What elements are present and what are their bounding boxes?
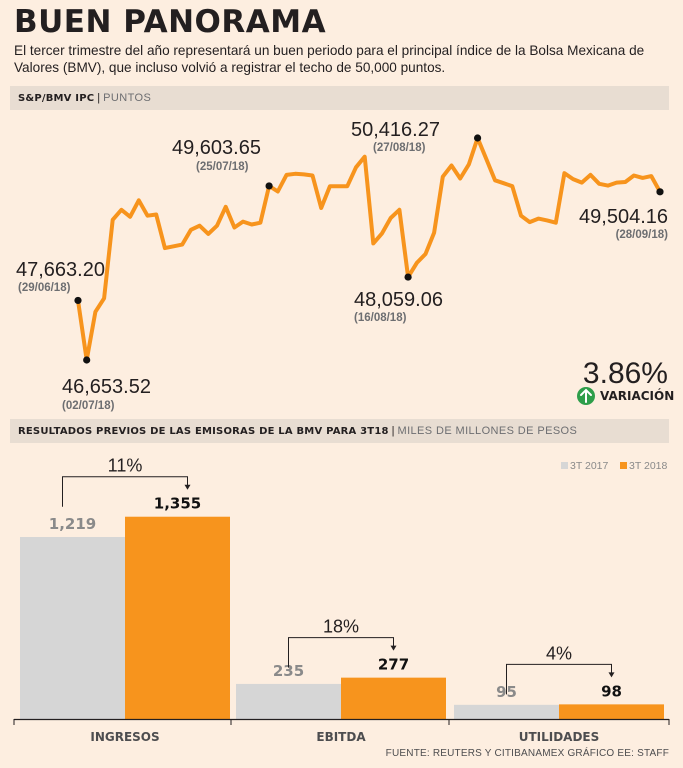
line-chart-unit: PUNTOS bbox=[103, 92, 152, 104]
subtitle: El tercer trimestre del año representará… bbox=[14, 43, 645, 75]
source-note: FUENTE: REUTERS Y CITIBANAMEX GRÁFICO EE… bbox=[385, 748, 669, 759]
category-label: UTILIDADES bbox=[519, 730, 600, 744]
growth-value: 11% bbox=[108, 456, 143, 476]
ipc-series-line bbox=[76, 136, 662, 362]
bar-2018 bbox=[125, 516, 230, 719]
ipc-point-date: (16/08/18) bbox=[354, 312, 407, 324]
line-chart-band: S&P/BMV IPC | PUNTOS bbox=[10, 86, 669, 110]
bar-2017 bbox=[236, 683, 341, 719]
bar-2017 bbox=[20, 537, 125, 719]
growth-value: 4% bbox=[546, 643, 572, 663]
legend-swatch-2018 bbox=[620, 462, 627, 469]
growth-arrow bbox=[608, 672, 615, 678]
ipc-point-date: (25/07/18) bbox=[196, 161, 249, 173]
headline: BUEN PANORAMA bbox=[14, 4, 327, 40]
ipc-point-marker bbox=[473, 134, 482, 142]
ipc-point-value: 46,653.52 bbox=[62, 376, 151, 398]
ipc-point-value: 49,504.16 bbox=[579, 206, 668, 228]
ipc-point-value: 47,663.20 bbox=[16, 259, 105, 281]
ipc-point-marker bbox=[265, 182, 273, 190]
variation-label: VARIACIÓN bbox=[600, 388, 674, 403]
bar-2018-label: 98 bbox=[601, 682, 622, 700]
bar-2018-label: 277 bbox=[378, 656, 409, 674]
ipc-point-marker bbox=[404, 273, 412, 281]
growth-arrow bbox=[184, 484, 191, 490]
bar-2017-label: 235 bbox=[273, 662, 304, 680]
bar-2017-label: 1,219 bbox=[49, 515, 96, 533]
ipc-point-date: (29/06/18) bbox=[18, 282, 71, 294]
bar-2018-label: 1,355 bbox=[154, 495, 201, 513]
ipc-point-date: (02/07/18) bbox=[62, 400, 115, 412]
growth-bracket bbox=[288, 637, 394, 668]
ipc-point-marker bbox=[656, 188, 664, 196]
ipc-point-value: 49,603.65 bbox=[172, 137, 261, 159]
line-chart-title: S&P/BMV IPC bbox=[18, 93, 95, 104]
arrow-up-icon-glyph bbox=[580, 388, 592, 403]
ipc-point-date: (27/08/18) bbox=[373, 142, 426, 154]
growth-value: 18% bbox=[323, 617, 359, 637]
bar-2017 bbox=[454, 704, 559, 719]
growth-bracket bbox=[506, 663, 612, 695]
legend-label-2017: 3T 2017 bbox=[570, 460, 608, 472]
ipc-point-value: 50,416.27 bbox=[351, 119, 440, 141]
growth-arrow bbox=[390, 645, 397, 651]
ipc-point-marker bbox=[83, 356, 91, 364]
bar-chart-title: RESULTADOS PREVIOS DE LAS EMISORAS DE LA… bbox=[18, 426, 389, 437]
legend-swatch-2017 bbox=[561, 462, 568, 469]
growth-bracket bbox=[62, 476, 188, 507]
bar-chart-unit: MILES DE MILLONES DE PESOS bbox=[397, 425, 578, 437]
category-label: INGRESOS bbox=[90, 730, 159, 744]
category-label: EBITDA bbox=[316, 730, 366, 744]
bar-2018 bbox=[341, 677, 446, 719]
variation-value: 3.86% bbox=[583, 357, 668, 390]
bar-chart-band: RESULTADOS PREVIOS DE LAS EMISORAS DE LA… bbox=[10, 419, 669, 443]
ipc-point-marker bbox=[74, 296, 82, 305]
bar-2018 bbox=[559, 704, 664, 719]
legend-label-2018: 3T 2018 bbox=[629, 460, 667, 472]
ipc-point-value: 48,059.06 bbox=[354, 289, 443, 311]
ipc-point-date: (28/09/18) bbox=[616, 229, 669, 241]
